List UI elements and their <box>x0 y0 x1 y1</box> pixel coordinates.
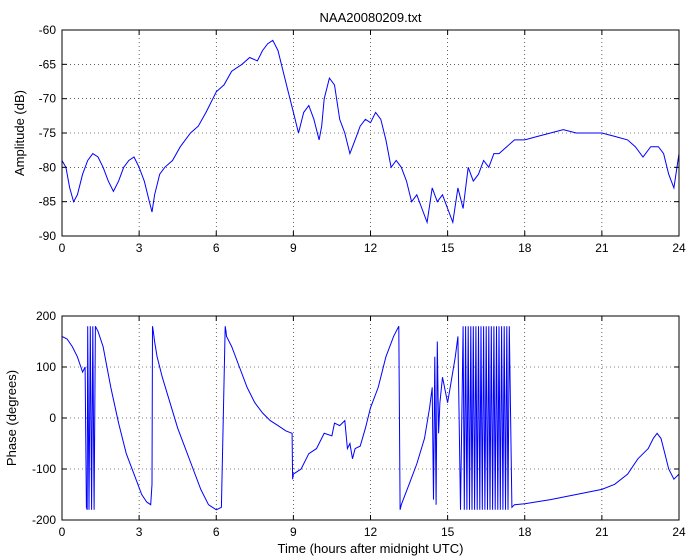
amplitude-axes: NAA20080209.txt 0 3 6 9 12 15 18 21 24 -90 -85 -80 -… <box>12 10 686 255</box>
x-tick-label: 15 <box>441 241 455 255</box>
amplitude-grid <box>62 30 679 236</box>
phase-ticks: 0 3 6 9 12 15 18 21 24 -200 -100 0 100 200 <box>32 309 686 539</box>
x-tick-label: 21 <box>595 525 609 539</box>
phase-ylabel: Phase (degrees) <box>4 370 19 466</box>
y-tick-label: -200 <box>32 513 56 527</box>
x-tick-label: 15 <box>441 525 455 539</box>
amplitude-ylabel: Amplitude (dB) <box>12 90 27 176</box>
amplitude-line <box>61 39 680 225</box>
y-tick-label: -90 <box>39 229 57 243</box>
x-tick-label: 21 <box>595 241 609 255</box>
phase-axes: 0 3 6 9 12 15 18 21 24 -200 -100 0 100 200 Phase (deg… <box>4 309 686 556</box>
x-tick-label: 18 <box>518 241 532 255</box>
x-tick-label: 6 <box>213 525 220 539</box>
figure-title: NAA20080209.txt <box>320 10 422 25</box>
y-tick-label: -60 <box>39 23 57 37</box>
y-tick-label: -85 <box>39 195 57 209</box>
y-tick-label: 100 <box>36 360 56 374</box>
y-tick-label: 0 <box>49 411 56 425</box>
x-tick-label: 9 <box>290 241 297 255</box>
x-tick-label: 3 <box>136 525 143 539</box>
x-tick-label: 6 <box>213 241 220 255</box>
phase-xlabel: Time (hours after midnight UTC) <box>278 541 464 556</box>
y-tick-label: 200 <box>36 309 56 323</box>
x-tick-label: 12 <box>364 525 378 539</box>
y-tick-label: -100 <box>32 462 56 476</box>
y-tick-label: -80 <box>39 160 57 174</box>
x-tick-label: 24 <box>672 241 686 255</box>
y-tick-label: -65 <box>39 57 57 71</box>
x-tick-label: 0 <box>59 525 66 539</box>
phase-grid <box>62 316 679 520</box>
x-tick-label: 18 <box>518 525 532 539</box>
x-tick-label: 9 <box>290 525 297 539</box>
y-tick-label: -70 <box>39 92 57 106</box>
x-tick-label: 24 <box>672 525 686 539</box>
y-tick-label: -75 <box>39 126 57 140</box>
x-tick-label: 3 <box>136 241 143 255</box>
amplitude-ticks: 0 3 6 9 12 15 18 21 24 -90 -85 -80 -75 -70 -65 -60 <box>39 23 686 255</box>
x-tick-label: 12 <box>364 241 378 255</box>
x-tick-label: 0 <box>59 241 66 255</box>
phase-line <box>61 325 680 511</box>
